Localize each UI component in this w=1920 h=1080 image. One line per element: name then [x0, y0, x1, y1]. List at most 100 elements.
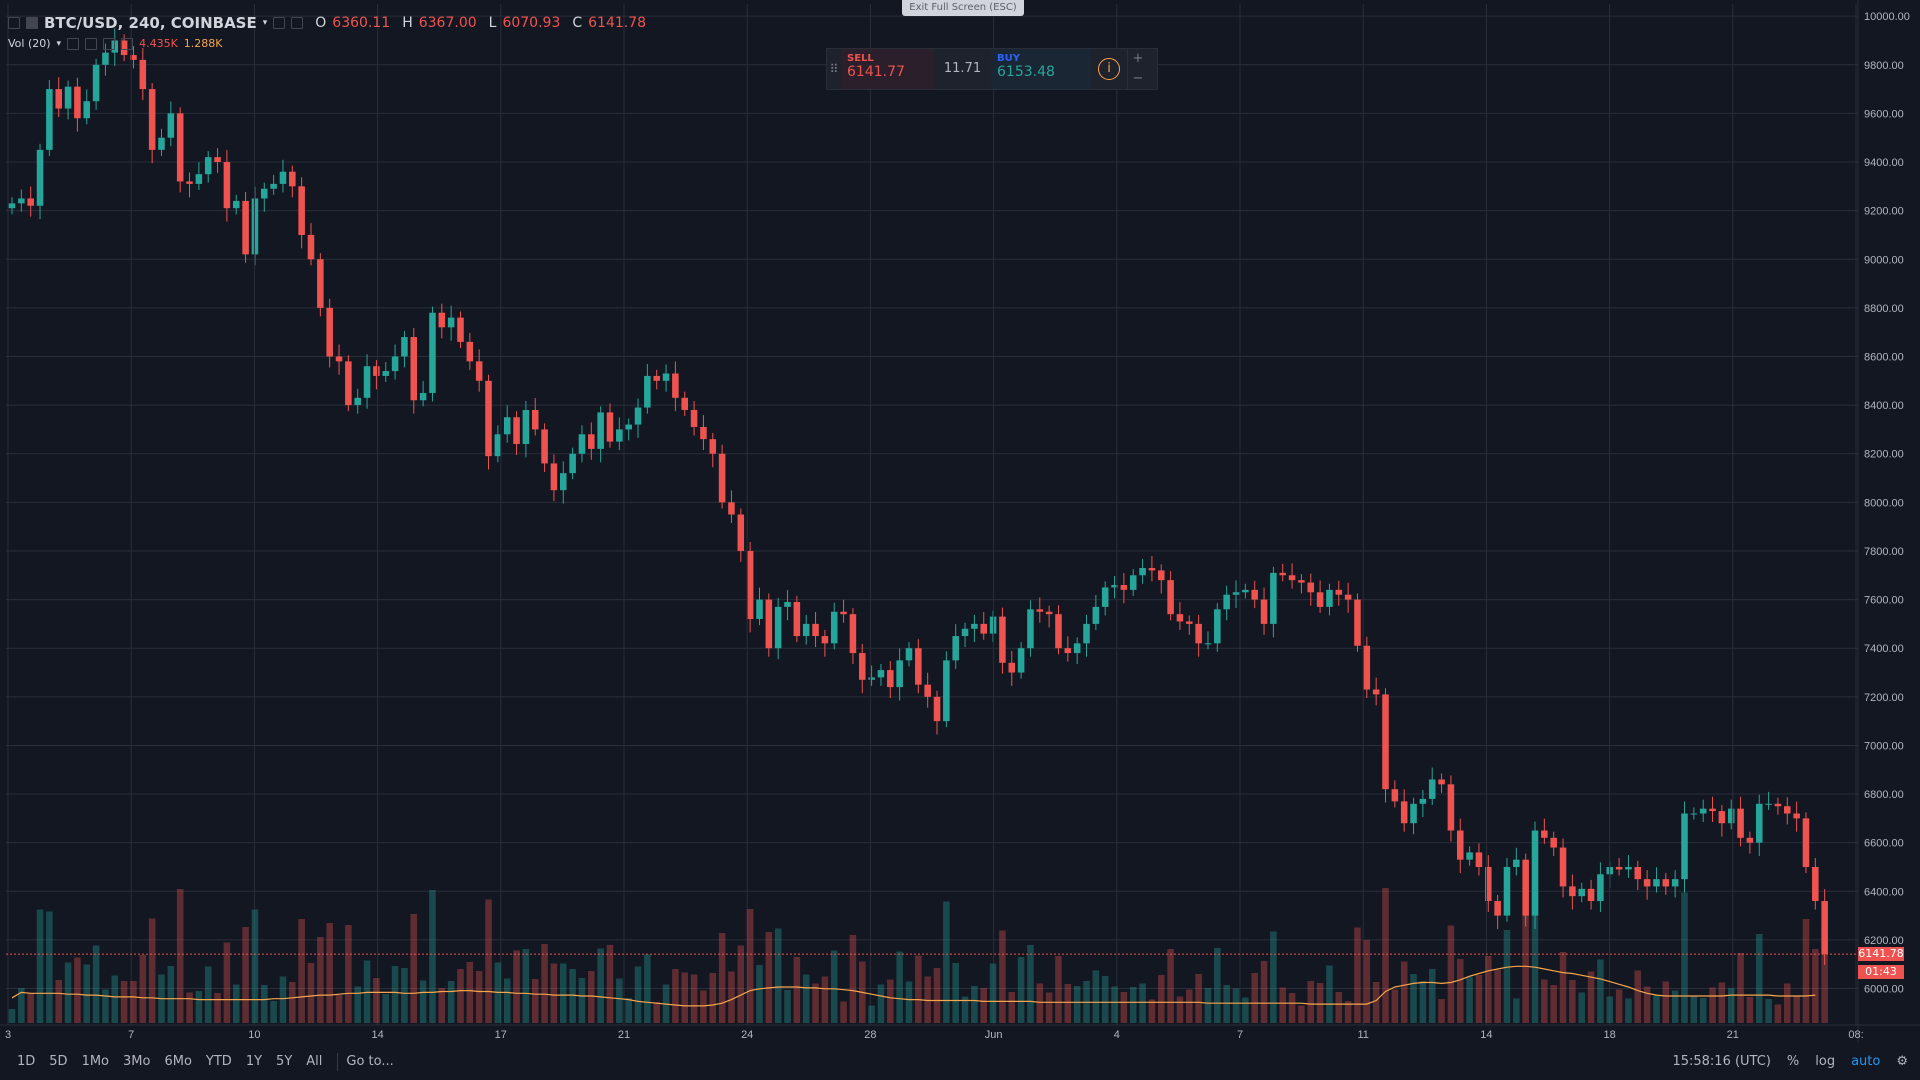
volume-bar — [419, 980, 427, 1023]
volume-bar — [130, 981, 137, 1023]
symbol-title[interactable]: BTC/USD, 240, COINBASE — [44, 14, 257, 32]
range-5y[interactable]: 5Y — [276, 1054, 293, 1069]
candle-body — [700, 426, 707, 440]
candle-body — [1587, 888, 1595, 902]
volume-bar — [802, 974, 810, 1023]
volume-bar — [1354, 927, 1361, 1023]
candle-body — [1270, 572, 1277, 624]
volume-bar — [812, 983, 819, 1023]
candle-body — [1092, 606, 1100, 624]
candle-body — [1186, 621, 1193, 624]
candle-body — [429, 312, 436, 393]
range-6mo[interactable]: 6Mo — [164, 1054, 192, 1069]
y-tick-label: 8600.00 — [1864, 351, 1904, 363]
candle-body — [307, 234, 315, 260]
volume-bar — [1765, 999, 1772, 1023]
candle-body — [251, 198, 259, 255]
volume-bar — [270, 1001, 277, 1023]
volume-bar — [1242, 997, 1249, 1023]
volume-bar — [401, 968, 408, 1023]
drag-handle-icon[interactable]: ⠿ — [829, 62, 839, 76]
more-icon[interactable] — [103, 37, 116, 50]
candle-body — [55, 89, 62, 109]
volume-bar — [728, 971, 735, 1023]
volume-bar — [1774, 1004, 1782, 1023]
settings-icon[interactable] — [85, 37, 98, 50]
plus-button[interactable]: + — [1132, 51, 1144, 66]
volume-bar — [1569, 980, 1576, 1023]
range-ytd[interactable]: YTD — [205, 1054, 232, 1069]
percent-toggle[interactable]: % — [1786, 1054, 1800, 1069]
auto-toggle[interactable]: auto — [1851, 1054, 1881, 1069]
volume-bar — [550, 963, 558, 1023]
info-button[interactable]: i — [1091, 49, 1127, 89]
candle-body — [475, 361, 483, 381]
range-1y[interactable]: 1Y — [245, 1054, 263, 1069]
settings-icon[interactable] — [291, 17, 304, 29]
candle-body — [1727, 808, 1735, 824]
log-toggle[interactable]: log — [1815, 1054, 1836, 1069]
candle-body — [1335, 589, 1343, 595]
candle-body — [1083, 623, 1090, 644]
range-all[interactable]: All — [306, 1054, 323, 1069]
candle-body — [560, 473, 567, 491]
eye-icon[interactable] — [273, 17, 286, 29]
countdown-label: 01:43 — [1858, 965, 1904, 979]
volume-bar — [102, 989, 109, 1023]
candle-body — [1494, 901, 1501, 916]
candle-body — [232, 200, 240, 209]
x-tick-label: 21 — [1727, 1029, 1739, 1041]
chevron-down-icon[interactable]: ▾ — [262, 18, 268, 28]
range-5d[interactable]: 5D — [49, 1054, 68, 1069]
candle-body — [46, 89, 53, 150]
volume-bar — [204, 966, 212, 1023]
candle-body — [1316, 592, 1324, 607]
candle-body — [1111, 584, 1118, 588]
volume-bar — [1727, 988, 1735, 1023]
chevron-down-icon[interactable]: ▾ — [56, 38, 62, 49]
candle-body — [167, 113, 175, 138]
volume-bar — [1821, 930, 1828, 1023]
collapse-icon[interactable] — [8, 17, 20, 29]
price-chart[interactable]: 6000.00 6200.00 6400.00 6600.00 6800.00 7000.… — [0, 0, 1920, 1043]
volume-bar — [1092, 970, 1100, 1023]
buy-button[interactable]: BUY 6153.48 — [991, 49, 1091, 89]
low-label: L — [488, 15, 497, 31]
volume-bar — [1382, 888, 1389, 1023]
y-tick-label: 7600.00 — [1864, 595, 1904, 607]
candle-body — [1653, 879, 1660, 887]
candle-body — [1027, 609, 1034, 649]
volume-bar — [485, 899, 492, 1023]
candle-body — [83, 101, 91, 119]
volume-bar — [578, 978, 586, 1023]
clock-time[interactable]: 15:58:16 (UTC) — [1672, 1054, 1771, 1069]
candle-body — [1625, 866, 1632, 870]
exit-fullscreen-button[interactable]: Exit Full Screen (ESC) — [902, 0, 1024, 16]
range-1d[interactable]: 1D — [17, 1054, 36, 1069]
candle-body — [1410, 803, 1417, 824]
volume-bar — [1279, 987, 1286, 1023]
volume-bar — [1298, 1005, 1305, 1023]
candle-body — [1531, 830, 1539, 916]
gear-icon[interactable]: ⚙ — [1896, 1054, 1908, 1069]
volume-label[interactable]: Vol (20) — [8, 37, 51, 50]
volume-bar — [1690, 996, 1698, 1023]
candle-body — [989, 616, 997, 634]
minus-button[interactable]: − — [1132, 71, 1144, 86]
y-tick-label: 9600.00 — [1864, 108, 1904, 120]
close-icon[interactable] — [121, 37, 134, 50]
goto-button[interactable]: Go to... — [346, 1054, 394, 1069]
candle-body — [1812, 866, 1819, 902]
candle-body — [120, 40, 128, 56]
volume-bar — [1008, 992, 1016, 1023]
sell-button[interactable]: SELL 6141.77 — [841, 49, 934, 89]
range-3mo[interactable]: 3Mo — [123, 1054, 151, 1069]
candle-body — [1784, 806, 1791, 814]
eye-icon[interactable] — [67, 37, 80, 50]
range-1mo[interactable]: 1Mo — [81, 1054, 110, 1069]
volume-bar — [1494, 970, 1501, 1023]
candle-body — [1793, 813, 1800, 819]
candle-body — [802, 623, 810, 637]
volume-bar — [980, 988, 988, 1023]
divider — [337, 1052, 339, 1071]
